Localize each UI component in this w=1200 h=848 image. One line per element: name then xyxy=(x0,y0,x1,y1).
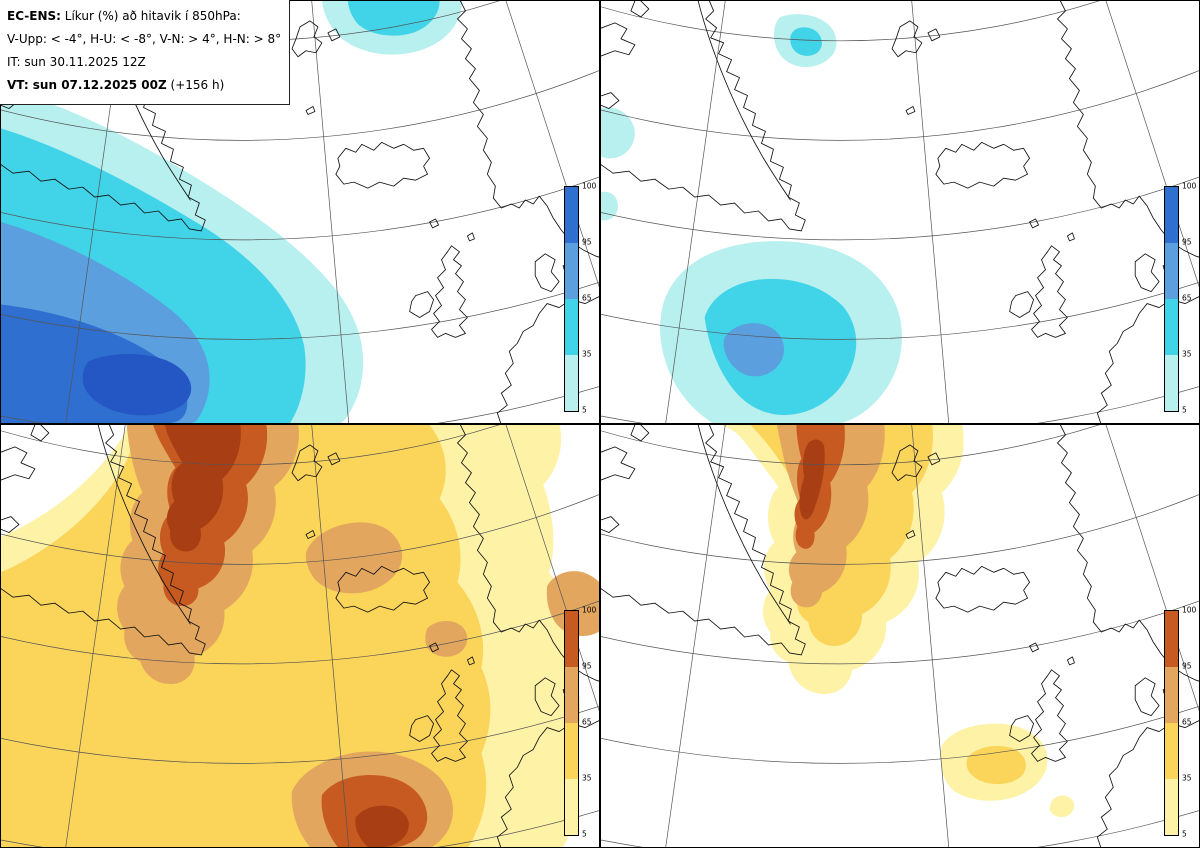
coastlines xyxy=(601,1,1199,423)
colorbar-segment xyxy=(1165,779,1178,835)
colorbar-segment xyxy=(565,243,578,299)
colorbar-segment xyxy=(1165,723,1178,779)
colorbar-tick-label: 5 xyxy=(1182,405,1187,415)
colorbar-tick-label: 95 xyxy=(1182,237,1192,247)
colorbar-tick-label: 65 xyxy=(582,717,592,727)
colorbar-segment xyxy=(1165,187,1178,243)
init-time-line: IT: sun 30.11.2025 12Z xyxy=(7,55,146,69)
map-bottom-left xyxy=(1,425,599,847)
colorbar-tick-label: 35 xyxy=(1182,349,1192,359)
panel-top-right: 100 95 65 35 5 xyxy=(600,0,1200,424)
colorbar-segment xyxy=(1165,611,1178,667)
coastlines xyxy=(601,425,1199,847)
colorbar-segment xyxy=(565,723,578,779)
panel-top-left: 100 95 65 35 5 xyxy=(0,0,600,424)
colorbar: 100 95 65 35 5 xyxy=(1164,606,1196,837)
probability-field xyxy=(1,1,462,423)
map-top-right xyxy=(601,1,1199,423)
probability-field xyxy=(721,425,1075,818)
colorbar-tick-label: 95 xyxy=(582,661,592,671)
lead-time: (+156 h) xyxy=(166,78,225,92)
colorbar-tick-label: 95 xyxy=(582,237,592,247)
colorbar-tick-label: 100 xyxy=(582,605,597,615)
thresholds-line: V-Upp: < -4°, H-U: < -8°, V-N: > 4°, H-N… xyxy=(7,32,282,46)
colorbar-segment xyxy=(565,667,578,723)
colorbar-tick-label: 65 xyxy=(582,293,592,303)
colorbar: 100 95 65 35 5 xyxy=(564,606,596,837)
panel-bottom-right: 100 95 65 35 5 xyxy=(600,424,1200,848)
colorbar-tick-label: 35 xyxy=(582,773,592,783)
colorbar-tick-label: 100 xyxy=(1182,605,1197,615)
colorbar-tick-label: 5 xyxy=(1182,829,1187,839)
colorbar-gradient xyxy=(564,610,579,836)
colorbar-segment xyxy=(1165,243,1178,299)
probability-field xyxy=(601,14,902,423)
valid-time-line: VT: sun 07.12.2025 00Z (+156 h) xyxy=(7,74,281,97)
colorbar-tick-label: 100 xyxy=(1182,181,1197,191)
probability-field xyxy=(1,425,599,847)
graticule xyxy=(1,425,599,847)
colorbar-tick-label: 65 xyxy=(1182,717,1192,727)
colorbar-gradient xyxy=(564,186,579,412)
valid-time: VT: sun 07.12.2025 00Z xyxy=(7,78,167,92)
colorbar-segment xyxy=(565,299,578,355)
colorbar-segment xyxy=(565,355,578,411)
panel-bottom-left: 100 95 65 35 5 xyxy=(0,424,600,848)
map-bottom-right xyxy=(601,425,1199,847)
graticule xyxy=(601,425,1199,847)
colorbar: 100 95 65 35 5 xyxy=(1164,182,1196,413)
colorbar-segment xyxy=(1165,355,1178,411)
colorbar: 100 95 65 35 5 xyxy=(564,182,596,413)
title-line: EC-ENS: Líkur (%) að hitavik í 850hPa: xyxy=(7,5,281,28)
colorbar-tick-label: 5 xyxy=(582,829,587,839)
coastlines xyxy=(1,425,599,847)
colorbar-tick-label: 100 xyxy=(582,181,597,191)
colorbar-segment xyxy=(565,779,578,835)
map-top-left xyxy=(1,1,599,423)
colorbar-tick-label: 65 xyxy=(1182,293,1192,303)
colorbar-segment xyxy=(565,611,578,667)
colorbar-gradient xyxy=(1164,610,1179,836)
colorbar-tick-label: 5 xyxy=(582,405,587,415)
graticule xyxy=(601,1,1199,423)
colorbar-segment xyxy=(565,187,578,243)
colorbar-tick-label: 95 xyxy=(1182,661,1192,671)
colorbar-tick-label: 35 xyxy=(1182,773,1192,783)
title-text: Líkur (%) að hitavik í 850hPa: xyxy=(60,9,241,23)
colorbar-segment xyxy=(1165,667,1178,723)
colorbar-segment xyxy=(1165,299,1178,355)
model-name: EC-ENS: xyxy=(7,9,61,23)
colorbar-gradient xyxy=(1164,186,1179,412)
colorbar-tick-label: 35 xyxy=(582,349,592,359)
map-title-box: EC-ENS: Líkur (%) að hitavik í 850hPa: V… xyxy=(0,0,290,105)
